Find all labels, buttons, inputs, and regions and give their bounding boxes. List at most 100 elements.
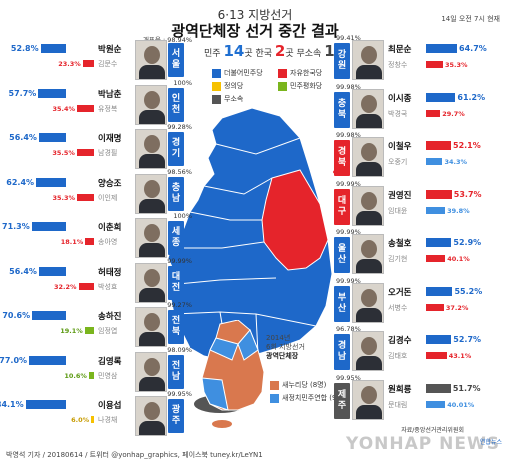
winner-name: 오거돈 (388, 287, 412, 298)
summary-p2-unit: 곳 (285, 49, 294, 59)
loser-bar (77, 104, 94, 112)
result-panel-right: 99.41% 강 원 최문순 64.7% 정창수 35.3% (332, 34, 510, 80)
loser-name: 이인제 (98, 193, 118, 202)
photo-head (361, 46, 377, 64)
legend-swatch-dp (212, 68, 221, 78)
candidate-photo (135, 129, 167, 169)
loser-bar (82, 60, 94, 67)
count-rate: 개표율 : 98.94% (142, 36, 192, 44)
winner-pct: 77.0% (0, 355, 28, 365)
summary-p1-label: 민주 (204, 49, 221, 59)
legend-label-lkp: 자유한국당 (290, 69, 323, 77)
winner-bar (38, 266, 66, 276)
legend-label-justice: 정의당 (224, 82, 244, 90)
photo-body (356, 356, 382, 370)
winner-bar (426, 141, 451, 150)
count-rate: 100% (173, 212, 192, 220)
map-gyeongbuk-daegu (261, 169, 329, 271)
loser-pct: 37.2% (445, 303, 469, 312)
candidate-photo (352, 137, 384, 177)
winner-pct: 62.4% (6, 177, 35, 187)
photo-head (144, 313, 160, 331)
inset-swatch-saenuri (270, 380, 279, 390)
result-panel-right: 96.78% 경 남 김경수 52.7% 김태호 43.1% (332, 325, 510, 371)
photo-head (361, 385, 377, 404)
count-rate: 99.99% (336, 228, 361, 236)
winner-name: 김경수 (388, 336, 412, 346)
result-panel-left: 98.56% 충 남 62.4% 양승조 35.3% 이인제 (0, 168, 200, 214)
loser-pct: 43.1% (448, 352, 472, 360)
photo-head (361, 240, 377, 258)
legend-item-justice: 정의당 (212, 81, 243, 91)
winner-bar (36, 177, 66, 187)
winner-bar (38, 133, 66, 142)
candidate-photo (352, 234, 384, 274)
loser-pct: 35.3% (52, 193, 76, 202)
result-panel-left: 99.27% 전 북 70.6% 송하진 19.1% 임정엽 (0, 301, 200, 347)
loser-pct: 6.0% (71, 416, 90, 424)
header-subtitle: 6·13 지방선거 (217, 8, 293, 22)
loser-name: 민영삼 (98, 371, 118, 380)
candidate-photo (135, 84, 167, 125)
inset-line3: 광역단체장 (266, 352, 299, 360)
legend-label-ind: 무소속 (224, 95, 244, 103)
loser-name: 유정복 (98, 104, 118, 113)
summary-p2-label: 한국 (255, 49, 273, 59)
inset-label-npad: 새정치민주연합 (9명) (282, 394, 346, 402)
photo-head (144, 268, 160, 287)
winner-pct: 56.4% (9, 133, 37, 142)
photo-head (144, 179, 160, 198)
legend-item-ind: 무소속 (212, 94, 243, 104)
loser-pct: 10.6% (64, 371, 87, 380)
summary-p1-unit: 곳 (244, 49, 253, 59)
photo-body (356, 210, 382, 225)
candidate-photo (135, 40, 167, 80)
count-rate: 98.09% (167, 345, 192, 354)
loser-bar (88, 371, 94, 379)
summary-p1-count: 14 (223, 42, 245, 60)
winner-bar (31, 222, 66, 231)
photo-body (139, 65, 165, 79)
loser-bar (426, 303, 444, 311)
winner-pct: 64.7% (459, 44, 487, 53)
summary-p3-count: 1 (324, 42, 335, 60)
photo-head (361, 94, 377, 113)
photo-body (139, 198, 165, 213)
count-rate: 99.99% (167, 256, 192, 265)
count-rate: 96.78% (336, 325, 361, 333)
loser-pct: 19.1% (60, 327, 83, 335)
winner-bar (32, 311, 66, 320)
result-panel-left: 98.09% 전 남 77.0% 김영록 10.6% 민영삼 (0, 345, 200, 392)
photo-body (139, 154, 165, 168)
candidate-photo (352, 185, 384, 226)
loser-bar (426, 158, 443, 165)
source-note: 자료/중앙선거관리위원회 (401, 427, 464, 434)
legend-item-lkp: 자유한국당 (278, 68, 322, 78)
winner-pct: 53.7% (453, 189, 482, 199)
inset-caption: 2014년 6회 지방선거 광역단체장 (266, 334, 305, 361)
count-rate: 99.98% (336, 131, 361, 139)
loser-name: 송아영 (98, 238, 118, 246)
loser-bar (85, 238, 94, 245)
legend-swatch-justice (212, 81, 221, 91)
loser-name: 임정엽 (98, 327, 118, 335)
loser-bar (76, 149, 94, 156)
loser-name: 남경필 (98, 149, 118, 157)
candidate-photo (352, 331, 384, 371)
candidate-photo (135, 307, 167, 347)
photo-head (361, 337, 377, 355)
loser-name: 박경국 (388, 109, 408, 118)
loser-bar (91, 416, 94, 423)
yonhap-watermark: YONHAP NEWS (346, 434, 500, 454)
